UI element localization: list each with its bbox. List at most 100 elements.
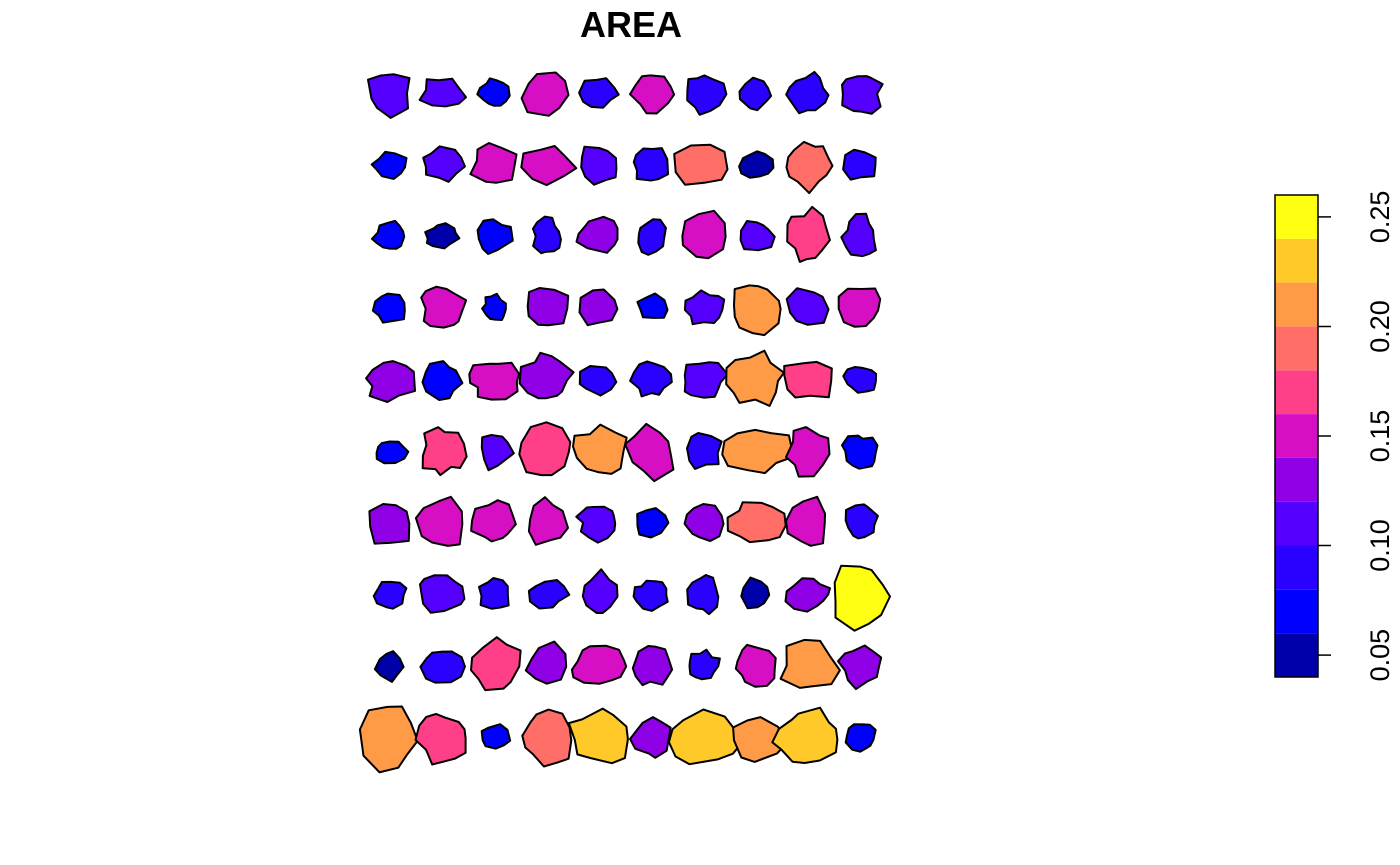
region-18 [738,150,775,179]
legend-swatch-6 [1275,414,1318,458]
legend-swatch-10 [1275,238,1318,283]
region-99 [771,706,839,764]
region-52 [421,426,468,477]
region-6 [629,74,676,115]
legend-tick-label-3: 0.15 [1365,410,1395,463]
region-84 [524,640,568,685]
legend-tick-label-1: 0.05 [1365,629,1395,682]
region-25 [575,215,619,254]
region-46 [629,360,673,398]
region-12 [422,145,466,183]
region-40 [837,287,882,328]
legend-swatch-1 [1275,633,1318,677]
region-63 [470,499,517,543]
legend-swatch-4 [1275,501,1318,546]
region-65 [575,505,617,544]
region-26 [637,218,667,256]
region-1 [367,73,411,119]
region-56 [624,422,675,483]
region-93 [480,723,512,750]
region-10 [841,75,884,115]
region-16 [632,147,669,182]
region-85 [570,644,628,685]
legend-swatch-8 [1275,326,1318,371]
region-91 [358,705,419,774]
region-11 [370,150,408,180]
legend-tick-label-2: 0.10 [1365,519,1395,572]
region-17 [673,143,729,186]
region-58 [721,428,795,475]
region-48 [725,349,785,407]
region-24 [532,215,562,255]
region-76 [632,579,669,612]
region-81 [373,650,405,683]
region-57 [686,432,723,470]
region-5 [578,77,620,109]
region-87 [688,648,721,681]
region-34 [526,287,570,327]
region-92 [414,712,467,766]
region-97 [667,708,746,766]
region-80 [833,564,891,632]
region-19 [785,140,834,195]
region-29 [786,205,831,263]
region-15 [580,145,618,186]
legend-tick-label-5: 0.25 [1365,191,1395,244]
legend-swatch-11 [1275,195,1318,239]
region-42 [421,360,464,401]
region-3 [476,77,511,107]
region-86 [631,645,674,687]
region-95 [567,707,629,765]
region-90 [837,644,883,691]
color-legend: 0.05 0.10 0.15 0.20 0.25 [1274,191,1395,682]
region-75 [581,568,619,614]
region-36 [636,292,669,319]
legend-tick-label-4: 0.20 [1365,300,1395,353]
legend-swatch-2 [1275,589,1318,634]
region-35 [578,288,619,327]
region-50 [842,366,878,394]
region-38 [733,284,782,337]
region-13 [469,142,518,184]
region-21 [371,219,406,250]
region-14 [520,145,578,187]
legend-swatch-7 [1275,370,1318,415]
region-43 [468,361,520,401]
region-64 [527,496,569,546]
region-54 [518,421,572,477]
region-68 [726,501,787,544]
region-96 [629,716,672,759]
region-67 [683,503,725,542]
region-71 [372,580,408,610]
region-60 [841,434,879,470]
legend-swatch-5 [1275,457,1318,502]
region-37 [683,289,726,326]
region-27 [681,209,727,260]
region-73 [478,577,510,610]
region-62 [414,495,464,547]
region-28 [739,220,776,252]
region-2 [418,77,467,108]
region-30 [840,212,877,258]
region-20 [842,148,877,181]
region-98 [732,716,789,763]
region-53 [480,434,515,472]
region-59 [785,426,831,478]
region-33 [481,292,507,321]
region-49 [783,360,833,399]
region-32 [420,285,468,329]
region-8 [738,76,773,112]
region-83 [470,636,522,692]
region-94 [521,708,573,768]
region-31 [371,292,406,324]
map-regions [358,70,891,774]
legend-swatch-3 [1275,545,1318,590]
region-89 [779,638,841,689]
region-61 [368,503,411,545]
chart-title: AREA [580,4,682,45]
region-41 [365,360,416,403]
region-51 [375,440,410,465]
region-88 [734,643,777,688]
region-23 [476,218,514,255]
